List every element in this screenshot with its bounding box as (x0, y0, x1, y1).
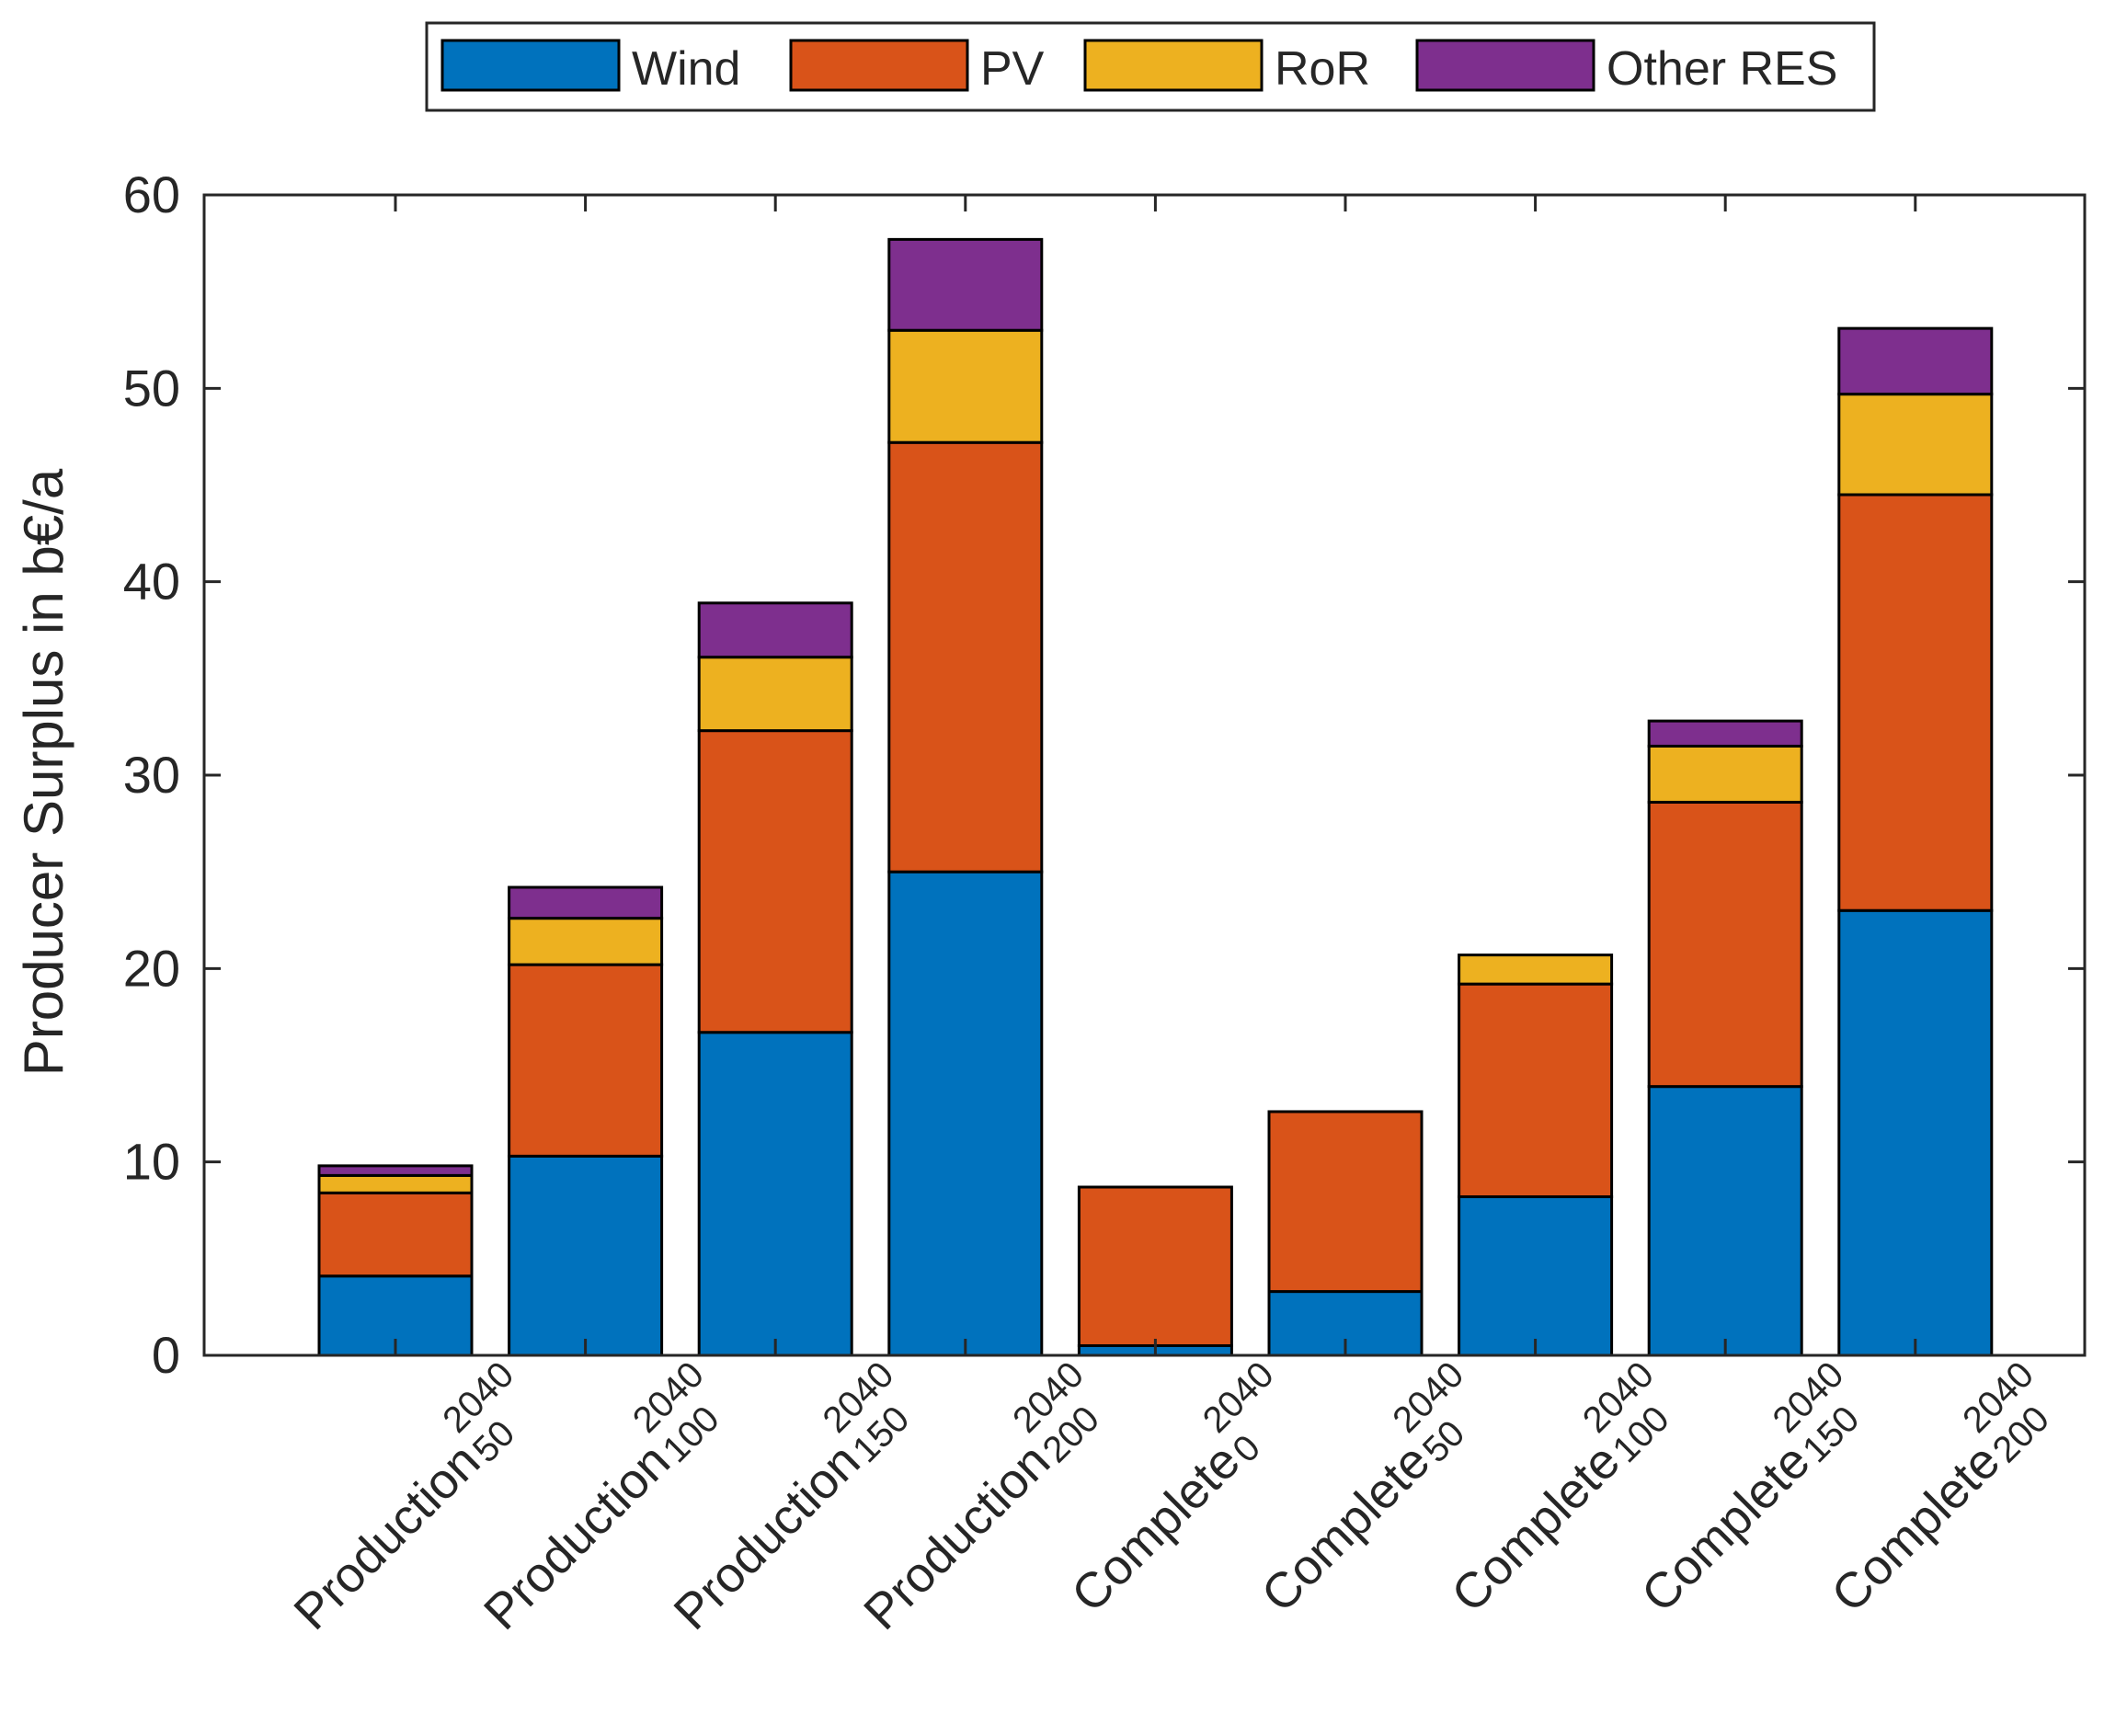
x-tick-label-base: Complete (1061, 1433, 1251, 1623)
bar-segment-ror-1 (317, 1173, 474, 1194)
legend-label-wind: Wind (632, 42, 740, 96)
bar-segment-wind-3 (697, 1031, 853, 1357)
y-tick-label: 10 (123, 1133, 180, 1191)
y-tick-label: 40 (123, 553, 180, 611)
bar-segment-other-res-2 (508, 885, 664, 920)
bar-segment-other-res-1 (317, 1164, 474, 1177)
legend-swatch-pv (789, 39, 969, 92)
x-tick-label-base: Production (853, 1433, 1060, 1640)
legend-swatch-ror (1083, 39, 1264, 92)
bar-segment-pv-1 (317, 1191, 474, 1278)
bar-segment-pv-3 (697, 729, 853, 1034)
bar-segment-wind-9 (1837, 908, 1994, 1357)
bar-segment-other-res-3 (697, 601, 853, 659)
x-tick-label-base: Production (664, 1433, 871, 1640)
bar-segment-pv-8 (1647, 800, 1803, 1089)
bar-segment-ror-4 (887, 328, 1044, 444)
bar-segment-pv-6 (1267, 1110, 1424, 1294)
bar-segment-pv-9 (1837, 493, 1994, 912)
y-tick-label: 60 (123, 166, 180, 223)
x-tick-label-base: Production (474, 1433, 680, 1640)
x-tick-label-base: Production (283, 1433, 490, 1640)
legend-label-other-res: Other RES (1607, 42, 1837, 96)
y-tick-label: 0 (152, 1326, 180, 1384)
y-tick-label: 30 (123, 746, 180, 804)
bar-segment-wind-4 (887, 870, 1044, 1357)
legend-label-ror: RoR (1275, 42, 1370, 96)
x-tick-label-base: Complete (1821, 1433, 2010, 1623)
bar-segment-ror-7 (1458, 954, 1614, 986)
bar-segment-wind-7 (1458, 1195, 1614, 1357)
axes (202, 193, 2087, 1357)
bar-segment-ror-3 (697, 656, 853, 733)
legend-label-pv: PV (980, 42, 1045, 96)
bars (317, 237, 1994, 1357)
bar-segment-pv-4 (887, 440, 1044, 874)
bar-segment-pv-2 (508, 963, 664, 1158)
bar-segment-other-res-4 (887, 237, 1044, 332)
bar-segment-pv-7 (1458, 982, 1614, 1199)
y-axis-title: Producer Surplus in b€/a (13, 468, 74, 1076)
y-tick-label: 50 (123, 359, 180, 417)
x-tick-label-base: Complete (1441, 1433, 1630, 1623)
bar-segment-pv-5 (1077, 1185, 1233, 1347)
bar-segment-wind-2 (508, 1154, 664, 1357)
bar-segment-other-res-9 (1837, 326, 1994, 396)
legend: Wind PV RoR Other RES (425, 21, 1876, 112)
legend-swatch-wind (440, 39, 621, 92)
y-tick-labels: 0 10 20 30 40 50 60 (123, 166, 180, 1384)
y-tick-label: 20 (123, 939, 180, 997)
x-tick-label-base: Complete (1252, 1433, 1441, 1623)
bar-segment-wind-8 (1647, 1085, 1803, 1357)
x-tick-labels: Production204050Production2040100Product… (283, 1354, 2057, 1640)
bar-segment-ror-8 (1647, 744, 1803, 804)
bar-segment-ror-2 (508, 917, 664, 966)
bar-segment-ror-9 (1837, 393, 1994, 497)
x-tick-label-base: Complete (1631, 1433, 1821, 1623)
legend-swatch-other-res (1415, 39, 1595, 92)
bar-segment-other-res-8 (1647, 719, 1803, 748)
